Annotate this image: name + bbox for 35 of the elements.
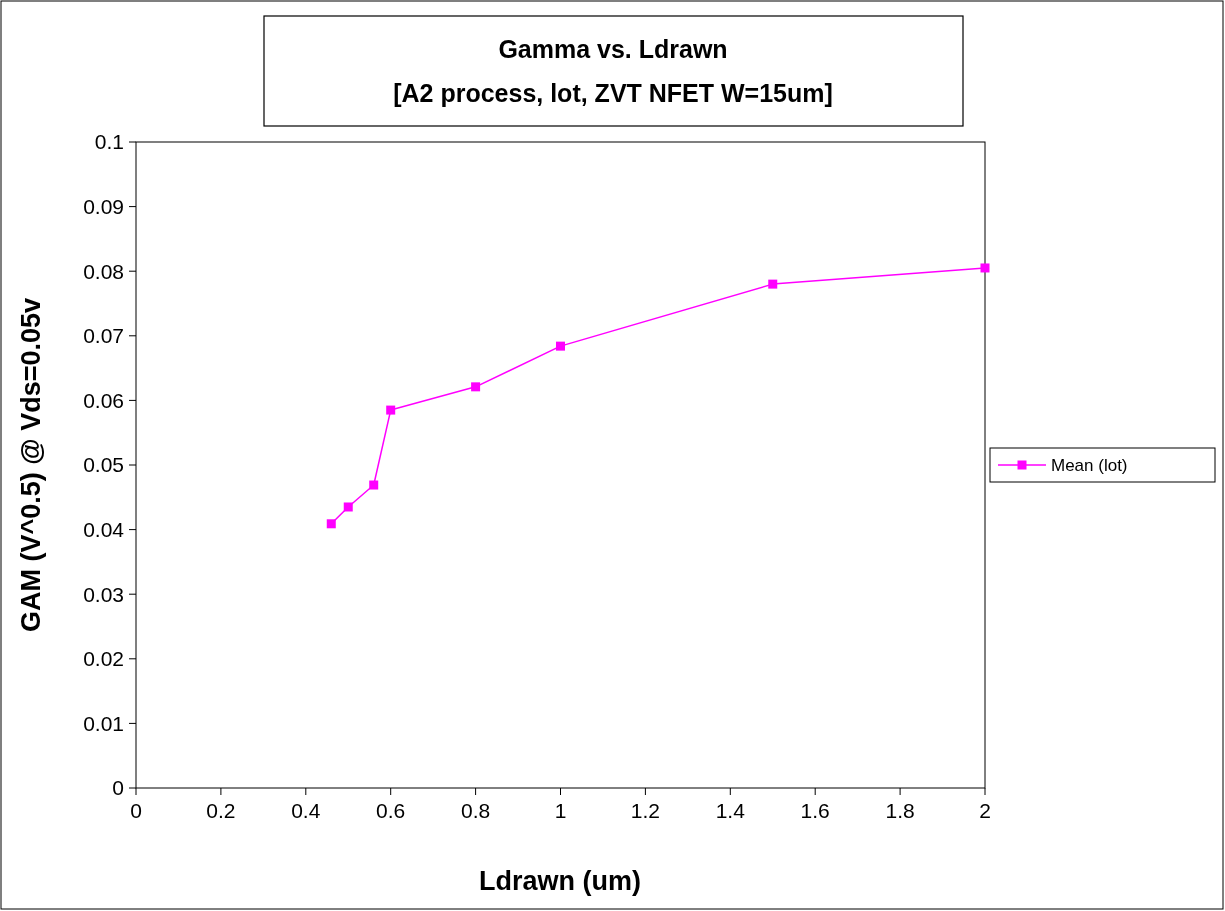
y-tick-label: 0.04 xyxy=(83,517,125,541)
y-tick-label: 0 xyxy=(112,776,124,800)
point xyxy=(343,502,353,512)
y-tick-label: 0.01 xyxy=(83,711,124,735)
legend-label: Mean (lot) xyxy=(1051,455,1128,475)
point xyxy=(326,519,336,529)
x-tick-label: 1.6 xyxy=(800,799,830,822)
chart-subtitle: [A2 process, lot, ZVT NFET W=15um] xyxy=(393,79,833,107)
y-tick-label: 0.03 xyxy=(83,582,124,606)
x-axis-title: Ldrawn (um) xyxy=(479,866,641,896)
x-tick-label: 2 xyxy=(979,799,991,822)
x-tick-label: 0.8 xyxy=(461,799,491,822)
y-axis-title: GAM (V^0.5) @ Vds=0.05v xyxy=(16,298,46,632)
y-tick-label: 0.08 xyxy=(83,259,124,283)
point xyxy=(556,341,565,351)
x-tick-label: 0.6 xyxy=(376,799,406,822)
point xyxy=(386,405,396,415)
y-tick-label: 0.09 xyxy=(83,194,124,218)
x-tick-label: 0.2 xyxy=(206,799,236,822)
x-tick-label: 1.4 xyxy=(715,799,746,822)
point xyxy=(768,279,778,289)
y-tick-label: 0.07 xyxy=(83,324,124,348)
y-tick-label: 0.05 xyxy=(83,453,124,477)
y-tick-label: 0.02 xyxy=(83,647,124,671)
point xyxy=(369,480,379,490)
chart-title: Gamma vs. Ldrawn xyxy=(498,35,728,63)
y-tick-label: 0.06 xyxy=(83,388,124,412)
x-tick-label: 1.8 xyxy=(885,799,915,822)
point xyxy=(471,382,481,392)
x-tick-label: 0.4 xyxy=(291,799,321,822)
y-tick-label: 0.1 xyxy=(94,130,124,154)
x-tick-label: 0 xyxy=(130,799,142,822)
point xyxy=(980,263,990,273)
x-tick-label: 1.2 xyxy=(630,799,660,822)
x-tick-label: 1 xyxy=(554,799,567,822)
